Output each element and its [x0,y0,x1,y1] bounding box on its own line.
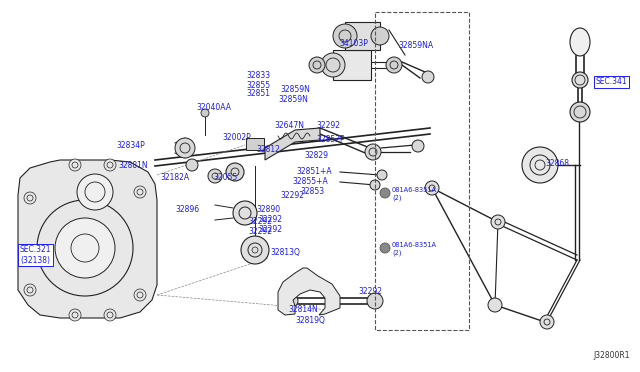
Circle shape [380,243,390,253]
Text: J32800R1: J32800R1 [593,351,630,360]
Circle shape [241,236,269,264]
Text: 32292: 32292 [358,288,382,296]
Circle shape [380,188,390,198]
Text: 32833: 32833 [246,71,270,80]
Circle shape [370,180,380,190]
Polygon shape [278,268,340,315]
Text: SEC.321
(32138): SEC.321 (32138) [20,245,51,265]
Text: 081A6-8351A: 081A6-8351A [392,187,437,193]
Text: 32647N: 32647N [274,122,304,131]
Circle shape [522,147,558,183]
Text: 081A6-8351A: 081A6-8351A [392,242,437,248]
Text: 32002P: 32002P [222,134,251,142]
Polygon shape [265,128,320,160]
Text: 34103P: 34103P [339,39,368,48]
Circle shape [333,24,357,48]
Circle shape [367,293,383,309]
Circle shape [226,163,244,181]
Circle shape [104,309,116,321]
Text: 32813Q: 32813Q [270,247,300,257]
Text: 32182A: 32182A [161,173,190,183]
Text: 32859NA: 32859NA [398,42,433,51]
Circle shape [186,159,198,171]
Text: 32855: 32855 [246,80,270,90]
Text: (2): (2) [392,195,401,201]
Circle shape [365,144,381,160]
Text: 32829: 32829 [304,151,328,160]
Text: SEC.341: SEC.341 [596,77,628,87]
Circle shape [69,309,81,321]
Circle shape [570,102,590,122]
Text: 32881N: 32881N [118,160,148,170]
Circle shape [104,159,116,171]
Circle shape [233,201,257,225]
Polygon shape [18,160,157,318]
Circle shape [377,170,387,180]
Text: 32292: 32292 [316,122,340,131]
Circle shape [422,71,434,83]
Text: 32851+A: 32851+A [296,167,332,176]
Text: 32819Q: 32819Q [295,315,325,324]
Circle shape [371,27,389,45]
Text: 32834P: 32834P [116,141,145,150]
Circle shape [175,138,195,158]
Circle shape [491,215,505,229]
Text: 32890: 32890 [256,205,280,215]
Text: 32292: 32292 [248,218,272,227]
Text: (2): (2) [392,250,401,256]
Bar [333,50,371,80]
Circle shape [134,186,146,198]
Circle shape [572,72,588,88]
Ellipse shape [570,28,590,56]
Circle shape [69,159,81,171]
Circle shape [309,57,325,73]
Circle shape [24,284,36,296]
Circle shape [286,295,298,307]
Text: 32896: 32896 [176,205,200,215]
Circle shape [77,174,113,210]
Circle shape [488,298,502,312]
Circle shape [540,315,554,329]
Text: 32851: 32851 [246,90,270,99]
Text: 32055: 32055 [213,173,237,183]
Circle shape [134,289,146,301]
Text: 32292: 32292 [258,225,282,234]
Text: 32853: 32853 [300,187,324,196]
Text: 32868: 32868 [545,158,569,167]
Circle shape [201,109,209,117]
Circle shape [208,169,222,183]
Text: 32852P: 32852P [316,135,344,144]
Circle shape [24,192,36,204]
Text: 32292: 32292 [248,228,272,237]
Text: 32859N: 32859N [278,96,308,105]
Text: 32040AA: 32040AA [196,103,231,112]
Text: 32292: 32292 [280,190,304,199]
Circle shape [386,57,402,73]
Bar [246,138,264,150]
Circle shape [55,218,115,278]
Text: 32812: 32812 [256,145,280,154]
Text: 32855+A: 32855+A [292,177,328,186]
Text: 32292: 32292 [258,215,282,224]
Text: 32814N: 32814N [288,305,317,314]
Bar [345,22,380,50]
Circle shape [321,53,345,77]
Bar [375,12,469,330]
Circle shape [412,140,424,152]
Circle shape [425,181,439,195]
Text: 32859N: 32859N [280,86,310,94]
